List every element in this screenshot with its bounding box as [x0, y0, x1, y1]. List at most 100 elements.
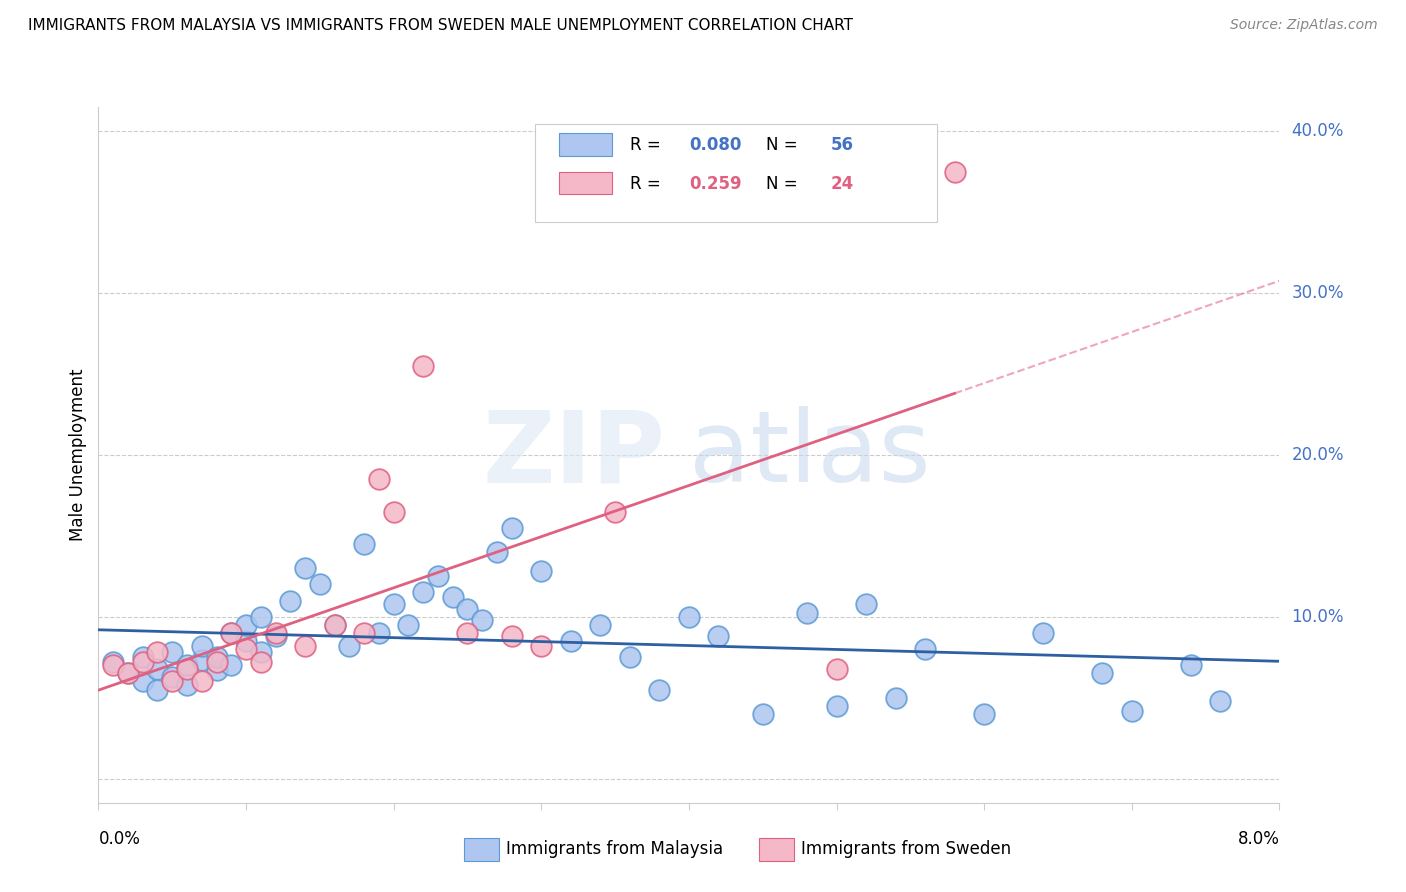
Point — [219, 658, 242, 673]
Point — [264, 629, 287, 643]
Point — [132, 674, 155, 689]
Point — [353, 537, 375, 551]
Point — [1121, 704, 1143, 718]
Text: 0.080: 0.080 — [689, 136, 741, 154]
Text: Immigrants from Malaysia: Immigrants from Malaysia — [506, 840, 723, 858]
Text: 24: 24 — [831, 175, 853, 193]
Point — [132, 650, 155, 665]
Text: 10.0%: 10.0% — [1291, 607, 1344, 625]
Point — [117, 666, 139, 681]
Text: 30.0%: 30.0% — [1291, 285, 1344, 302]
Point — [250, 655, 273, 669]
Point — [412, 585, 434, 599]
Point — [146, 661, 169, 675]
Point — [205, 663, 228, 677]
Point — [250, 645, 273, 659]
Point — [1180, 658, 1202, 673]
Text: atlas: atlas — [689, 407, 931, 503]
Point — [162, 674, 183, 689]
Point — [205, 655, 228, 669]
Point — [751, 706, 773, 721]
Point — [412, 359, 434, 373]
Point — [501, 629, 523, 643]
Text: R =: R = — [630, 136, 666, 154]
Point — [191, 653, 214, 667]
Point — [117, 666, 139, 681]
Point — [353, 626, 375, 640]
Point — [205, 650, 228, 665]
Point — [323, 617, 346, 632]
Point — [560, 634, 582, 648]
Point — [176, 661, 198, 675]
Point — [589, 617, 612, 632]
Point — [605, 504, 627, 518]
Point — [294, 561, 316, 575]
Point — [648, 682, 671, 697]
Point — [501, 521, 523, 535]
Point — [219, 626, 242, 640]
Point — [678, 609, 700, 624]
Text: 8.0%: 8.0% — [1237, 830, 1279, 847]
Point — [485, 545, 508, 559]
Point — [1209, 694, 1232, 708]
Y-axis label: Male Unemployment: Male Unemployment — [69, 368, 87, 541]
Point — [619, 650, 641, 665]
Point — [103, 658, 124, 673]
Text: ZIP: ZIP — [482, 407, 665, 503]
Point — [235, 634, 257, 648]
Point — [191, 674, 214, 689]
Point — [382, 597, 405, 611]
Point — [396, 617, 419, 632]
Text: IMMIGRANTS FROM MALAYSIA VS IMMIGRANTS FROM SWEDEN MALE UNEMPLOYMENT CORRELATION: IMMIGRANTS FROM MALAYSIA VS IMMIGRANTS F… — [28, 18, 853, 33]
Point — [367, 626, 389, 640]
Point — [456, 626, 478, 640]
Point — [855, 597, 877, 611]
Point — [308, 577, 332, 591]
Text: N =: N = — [766, 136, 803, 154]
FancyBboxPatch shape — [560, 172, 612, 194]
Text: 56: 56 — [831, 136, 853, 154]
Point — [162, 645, 183, 659]
Text: R =: R = — [630, 175, 666, 193]
Point — [825, 698, 848, 713]
Point — [294, 639, 316, 653]
Text: 0.0%: 0.0% — [98, 830, 141, 847]
Point — [162, 670, 183, 684]
Point — [176, 658, 198, 673]
Point — [264, 626, 287, 640]
Point — [825, 661, 848, 675]
Point — [146, 645, 169, 659]
Text: Source: ZipAtlas.com: Source: ZipAtlas.com — [1230, 18, 1378, 32]
Point — [943, 165, 966, 179]
Point — [235, 617, 257, 632]
Point — [323, 617, 346, 632]
Point — [219, 626, 242, 640]
Point — [367, 472, 389, 486]
Text: 0.259: 0.259 — [689, 175, 741, 193]
Point — [382, 504, 405, 518]
Point — [132, 655, 155, 669]
Point — [456, 601, 478, 615]
Point — [103, 655, 124, 669]
Point — [235, 642, 257, 657]
Point — [250, 609, 273, 624]
Text: Immigrants from Sweden: Immigrants from Sweden — [801, 840, 1011, 858]
Point — [973, 706, 995, 721]
Point — [471, 613, 494, 627]
Point — [884, 690, 907, 705]
Point — [441, 591, 464, 605]
Text: 20.0%: 20.0% — [1291, 446, 1344, 464]
Point — [337, 639, 360, 653]
Point — [530, 639, 553, 653]
Point — [176, 678, 198, 692]
Point — [1032, 626, 1054, 640]
Point — [191, 639, 214, 653]
FancyBboxPatch shape — [560, 134, 612, 156]
Point — [278, 593, 301, 607]
Text: 40.0%: 40.0% — [1291, 122, 1344, 140]
Point — [530, 565, 553, 579]
Point — [1091, 666, 1114, 681]
FancyBboxPatch shape — [536, 124, 936, 222]
Point — [914, 642, 936, 657]
Point — [146, 682, 169, 697]
